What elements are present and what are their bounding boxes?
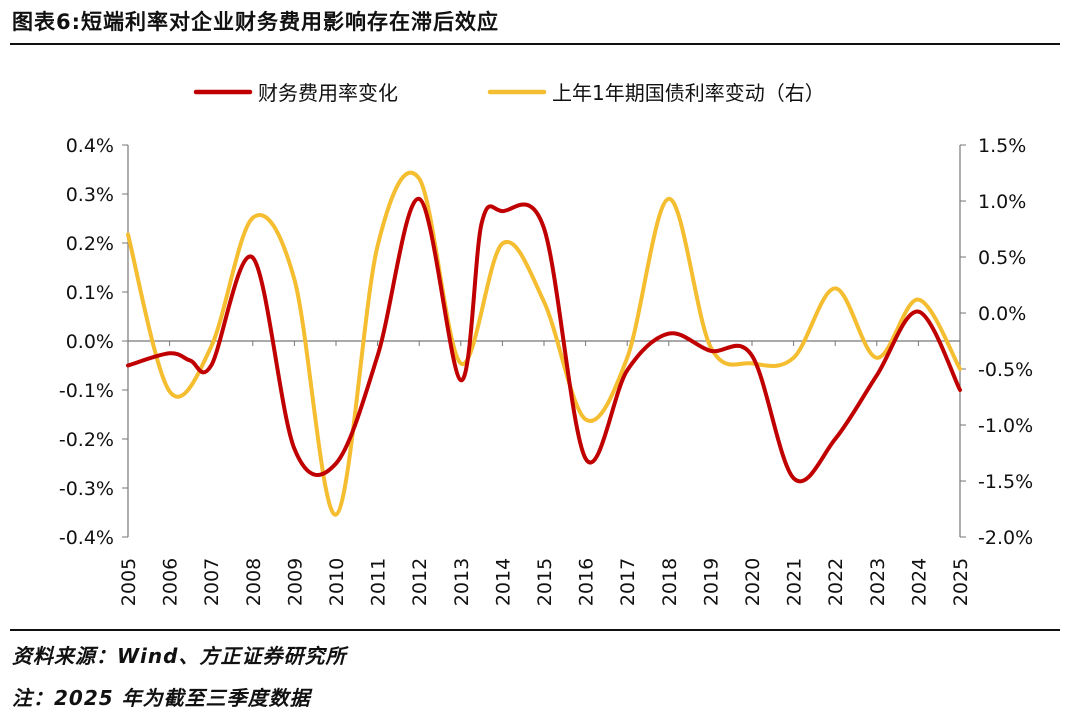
x-tick-label: 2024	[908, 558, 930, 606]
chart-title: 图表6:短端利率对企业财务费用影响存在滞后效应	[12, 10, 500, 34]
right-tick-label: 0.0%	[978, 303, 1026, 325]
x-tick-label: 2020	[742, 558, 764, 606]
series-line-left	[126, 196, 962, 484]
x-tick-label: 2008	[243, 558, 265, 606]
source-note: 资料来源：Wind、方正证券研究所	[12, 644, 347, 668]
left-tick-label: -0.3%	[59, 478, 114, 500]
x-tick-label: 2016	[576, 558, 598, 606]
legend-label-right-series: 上年1年期国债利率变动（右）	[552, 81, 825, 105]
right-tick-label: 1.0%	[978, 191, 1026, 213]
right-tick-label: -1.0%	[978, 415, 1033, 437]
x-tick-label: 2021	[784, 558, 806, 606]
left-tick-label: 0.1%	[66, 282, 114, 304]
right-tick-label: -2.0%	[978, 527, 1033, 549]
x-tick-label: 2010	[326, 558, 348, 606]
footer-divider	[10, 629, 1060, 631]
x-tick-label: 2022	[825, 558, 847, 606]
right-tick-label: -0.5%	[978, 359, 1033, 381]
chart-axes: -0.4% -0.3% -0.2% -0.1% 0.0% 0.1% 0.2% 0.3% 0.4%…	[59, 135, 1033, 606]
title-divider	[10, 43, 1060, 45]
x-tick-label: 2019	[700, 558, 722, 606]
x-tick-label: 2015	[534, 558, 556, 606]
x-tick-label: 2013	[451, 558, 473, 606]
left-tick-label: -0.1%	[59, 380, 114, 402]
left-tick-label: 0.4%	[66, 135, 114, 157]
left-tick-label: -0.4%	[59, 527, 114, 549]
left-tick-label: 0.2%	[66, 233, 114, 255]
legend-label-left-series: 财务费用率变化	[258, 81, 398, 105]
right-tick-label: 1.5%	[978, 135, 1026, 157]
line-chart: 财务费用率变化 上年1年期国债利率变动（右） -0.4%-0.3%-0.2%-0.…	[59, 81, 1033, 606]
right-tick-label: -1.5%	[978, 471, 1033, 493]
x-tick-label: 2014	[492, 558, 514, 606]
left-tick-label: -0.2%	[59, 429, 114, 451]
x-tick-label: 2012	[409, 558, 431, 606]
x-tick-label: 2023	[867, 558, 889, 606]
left-tick-label: 0.0%	[66, 331, 114, 353]
x-tick-label: 2005	[118, 558, 140, 606]
chart-legend: 财务费用率变化 上年1年期国债利率变动（右）	[193, 81, 825, 105]
series-layer	[126, 170, 962, 517]
x-tick-label: 2006	[160, 558, 182, 606]
x-tick-label: 2025	[950, 558, 972, 606]
series-line-right	[126, 170, 962, 517]
left-tick-label: 0.3%	[66, 184, 114, 206]
x-tick-label: 2017	[617, 558, 639, 606]
x-tick-label: 2009	[284, 558, 306, 606]
x-tick-label: 2007	[201, 558, 223, 606]
x-tick-label: 2011	[368, 558, 390, 606]
footnote: 注：2025 年为截至三季度数据	[12, 686, 311, 710]
x-tick-label: 2018	[659, 558, 681, 606]
right-tick-label: 0.5%	[978, 247, 1026, 269]
